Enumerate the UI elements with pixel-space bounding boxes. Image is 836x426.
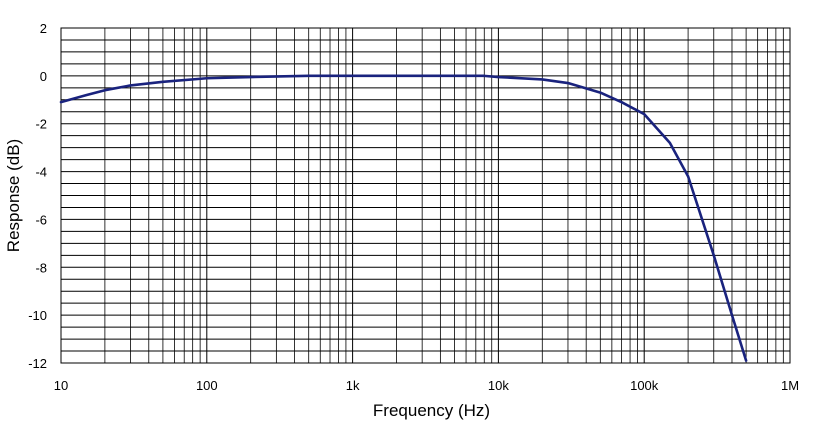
y-tick-label: -10	[28, 308, 47, 323]
x-tick-label: 100	[196, 378, 218, 393]
minor-gridlines	[61, 28, 790, 363]
x-tick-label: 1M	[781, 378, 799, 393]
y-tick-label: -12	[28, 356, 47, 371]
y-tick-label: 2	[40, 21, 47, 36]
series-layer	[59, 74, 748, 362]
x-tick-labels: 10 100 1k 10k 100k 1M	[54, 378, 799, 393]
y-tick-label: -4	[35, 165, 47, 180]
y-tick-label: -8	[35, 260, 47, 275]
x-tick-label: 100k	[630, 378, 659, 393]
y-tick-label: 0	[40, 69, 47, 84]
y-axis-title: Response (dB)	[4, 139, 23, 252]
x-axis-title: Frequency (Hz)	[373, 401, 490, 420]
frequency-response-line	[59, 74, 748, 362]
y-tick-label: -6	[35, 212, 47, 227]
y-tick-label: -2	[35, 117, 47, 132]
x-tick-label: 1k	[346, 378, 360, 393]
y-tick-labels: 2 0 -2 -4 -6 -8 -10 -12	[28, 21, 47, 371]
plot-frame	[60, 27, 791, 364]
x-tick-label: 10k	[488, 378, 509, 393]
x-tick-label: 10	[54, 378, 68, 393]
